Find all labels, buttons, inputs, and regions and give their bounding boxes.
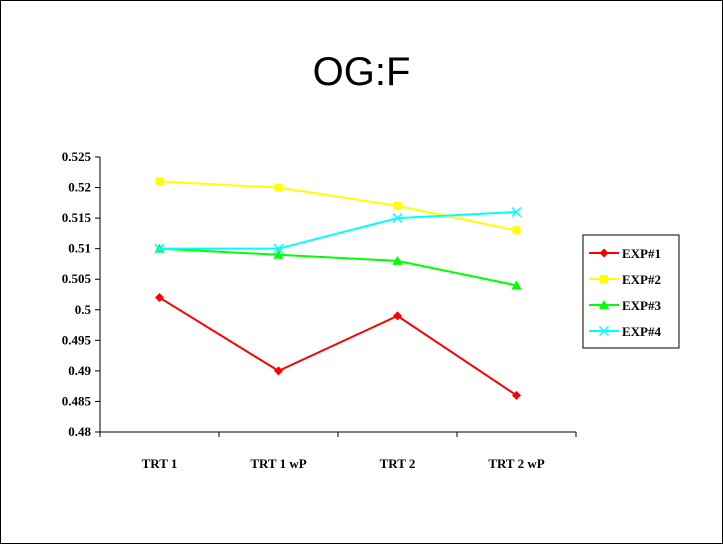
x-tick-label: TRT 1: [142, 456, 178, 471]
series-line-exp2: [159, 180, 517, 232]
legend-marker-exp1: [599, 248, 609, 258]
y-tick-label: 0.51: [68, 241, 91, 256]
data-point-exp2: [155, 177, 164, 186]
series-line-exp1: [158, 296, 518, 397]
series-line-exp4: [159, 211, 517, 250]
legend-marker-exp2: [600, 275, 608, 283]
data-point-exp3: [273, 249, 284, 259]
data-point-exp3: [511, 280, 522, 290]
legend-label-exp3: EXP#3: [622, 298, 662, 313]
y-tick-label: 0.5: [75, 302, 92, 317]
series-line-exp3: [159, 247, 517, 287]
x-tick-label: TRT 1 wP: [250, 456, 306, 471]
y-tick-label: 0.48: [68, 424, 91, 439]
legend-label-exp4: EXP#4: [622, 324, 662, 339]
y-tick-label: 0.525: [62, 149, 92, 164]
x-tick-label: TRT 2 wP: [488, 456, 544, 471]
y-tick-label: 0.495: [62, 332, 92, 347]
data-point-exp4: [154, 243, 165, 254]
data-point-exp2: [393, 201, 402, 210]
chart-title: OG:F: [312, 50, 411, 94]
y-tick-label: 0.49: [68, 363, 91, 378]
y-tick-label: 0.515: [62, 210, 92, 225]
legend-label-exp1: EXP#1: [622, 246, 661, 261]
legend-label-exp2: EXP#2: [622, 272, 661, 287]
y-tick-label: 0.505: [62, 271, 92, 286]
data-point-exp1: [274, 366, 283, 376]
data-point-exp1: [155, 293, 164, 303]
data-point-exp4: [511, 206, 522, 218]
data-point-exp2: [274, 183, 283, 192]
data-point-exp1: [512, 390, 521, 400]
y-tick-label: 0.485: [62, 393, 92, 408]
x-tick-label: TRT 2: [380, 456, 416, 471]
data-point-exp3: [392, 255, 403, 265]
legend-marker-exp4: [598, 325, 610, 337]
data-point-exp4: [273, 243, 284, 254]
legend-marker-exp3: [599, 300, 609, 309]
data-point-exp2: [512, 226, 521, 235]
data-point-exp4: [392, 213, 403, 224]
data-point-exp1: [393, 311, 402, 321]
y-tick-label: 0.52: [68, 180, 91, 195]
